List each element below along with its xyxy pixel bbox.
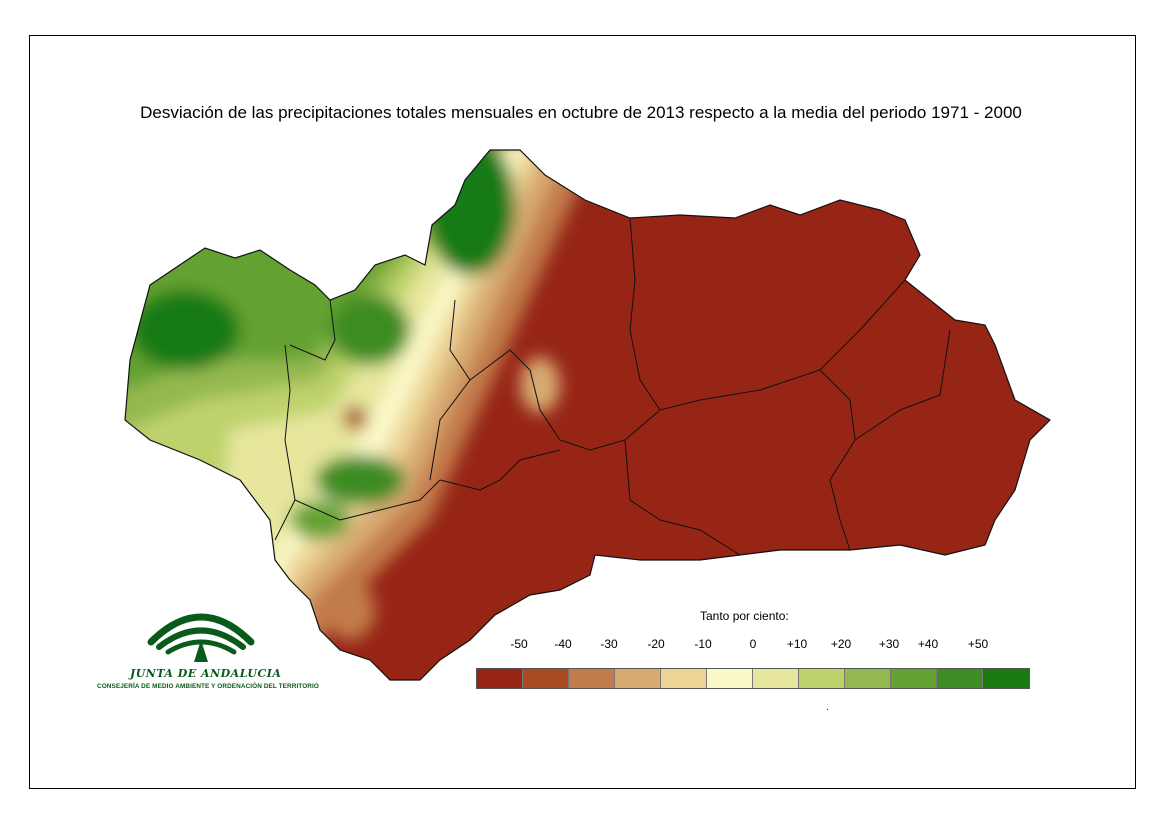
map-title: Desviación de las precipitaciones totale… [140, 103, 1022, 122]
junta-logo-icon [147, 613, 255, 662]
legend-label: 0 [749, 637, 757, 651]
legend-color-bar [476, 668, 1030, 689]
legend-swatch-0 [477, 669, 523, 688]
legend-label: +10 [786, 637, 808, 651]
legend-label: -10 [694, 637, 712, 651]
legend-swatch-2 [569, 669, 615, 688]
legend-label: -20 [647, 637, 665, 651]
legend-swatch-6 [753, 669, 799, 688]
legend-label: +40 [917, 637, 939, 651]
province-borders [274, 217, 951, 556]
legend-swatch-3 [615, 669, 661, 688]
legend-footnote: . [826, 702, 829, 713]
legend-swatch-5 [707, 669, 753, 688]
legend-label: +50 [967, 637, 989, 651]
logo-name: JUNTA DE ANDALUCIA [130, 667, 282, 680]
legend-caption: Tanto por ciento: [700, 609, 789, 623]
region-outline [124, 149, 1051, 681]
legend-swatch-8 [845, 669, 891, 688]
legend-label: -30 [600, 637, 618, 651]
legend-swatch-7 [799, 669, 845, 688]
logo-subtitle: CONSEJERÍA DE MEDIO AMBIENTE Y ORDENACIÓ… [97, 683, 319, 690]
legend-label: -50 [510, 637, 528, 651]
legend-swatch-1 [523, 669, 569, 688]
legend-swatch-4 [661, 669, 707, 688]
legend-swatch-11 [983, 669, 1029, 688]
legend-label: +30 [878, 637, 900, 651]
legend-swatch-10 [937, 669, 983, 688]
legend-swatch-9 [891, 669, 937, 688]
legend-labels: -50 -40 -30 -20 -10 0 +10 +20 +30 +40 +5… [0, 637, 1170, 653]
legend-label: -40 [554, 637, 572, 651]
legend-label: +20 [830, 637, 852, 651]
